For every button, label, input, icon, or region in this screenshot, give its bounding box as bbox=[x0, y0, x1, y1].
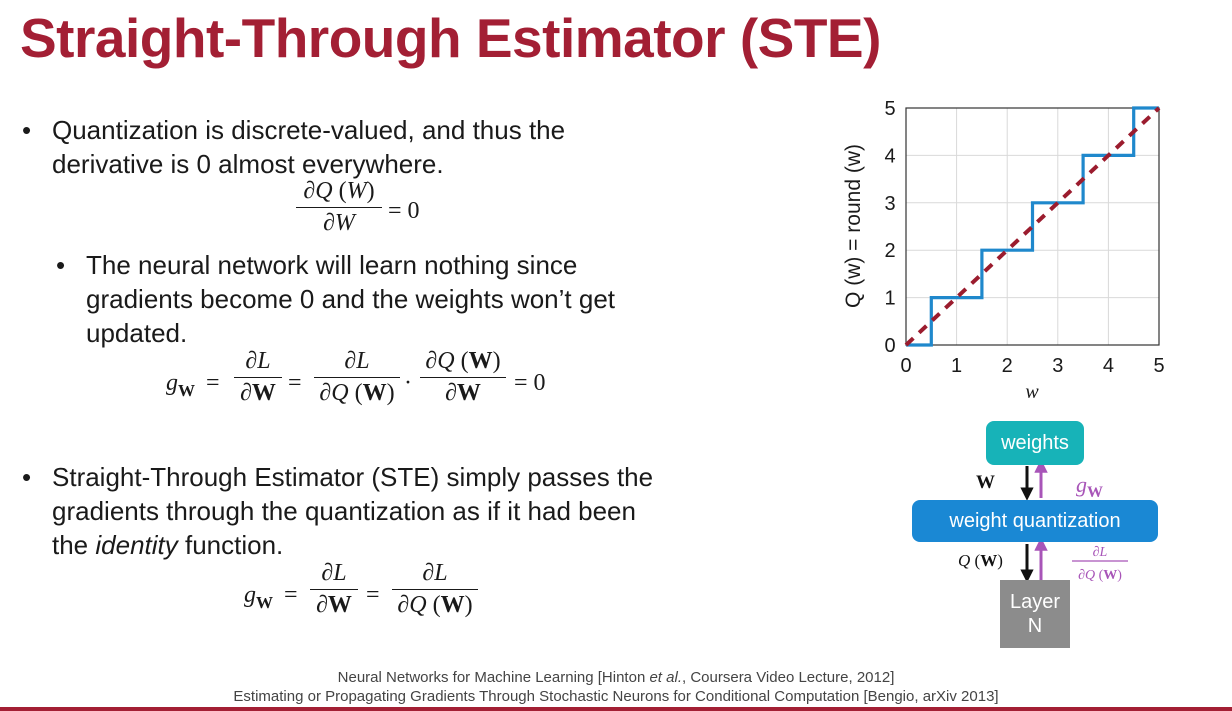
equation-ste-gradient: gW = ∂L ∂W = ∂L ∂Q (W) bbox=[244, 560, 484, 632]
emphasis-et-al: et al. bbox=[649, 669, 682, 686]
layer-n-box: Layer N bbox=[1000, 580, 1070, 648]
x-tick-label: 2 bbox=[1002, 355, 1013, 377]
text-segment: , Coursera Video Lecture, 2012] bbox=[682, 669, 895, 686]
round-function-chart: 0 1 2 3 4 5 0 1 2 3 4 5 w Q (w) = round (w) bbox=[842, 98, 1165, 403]
y-tick-label: 0 bbox=[884, 335, 895, 357]
chart-ticks: 0 1 2 3 4 5 0 1 2 3 4 5 bbox=[884, 98, 1164, 377]
x-tick-label: 3 bbox=[1052, 355, 1063, 377]
bullet-1-line-2: derivative is 0 almost everywhere. bbox=[52, 149, 444, 179]
bullet-marker: • bbox=[22, 115, 32, 145]
text-segment: function. bbox=[177, 530, 284, 560]
reference-2: Estimating or Propagating Gradients Thro… bbox=[233, 688, 999, 705]
sub-bullet-line-1: The neural network will learn nothing si… bbox=[86, 250, 578, 280]
sub-bullet-line-3: updated. bbox=[86, 318, 188, 348]
references: Neural Networks for Machine Learning [Hi… bbox=[0, 668, 1232, 706]
y-tick-label: 1 bbox=[884, 288, 895, 310]
y-tick-label: 3 bbox=[884, 193, 895, 215]
svg-text:∂Q (W): ∂Q (W) bbox=[1078, 568, 1122, 583]
bullet-2-line-3: the identity function. bbox=[52, 528, 283, 562]
weights-box: weights bbox=[986, 421, 1084, 465]
bottom-rule bbox=[0, 707, 1232, 711]
y-tick-label: 4 bbox=[884, 145, 895, 167]
y-axis-label: Q (w) = round (w) bbox=[842, 144, 865, 308]
weight-quantization-box: weight quantization bbox=[912, 500, 1158, 542]
bullet-marker: • bbox=[56, 250, 66, 280]
x-axis-label: w bbox=[1025, 381, 1039, 403]
bullet-marker: • bbox=[22, 462, 32, 492]
reference-1: Neural Networks for Machine Learning [Hi… bbox=[0, 668, 1232, 687]
y-tick-label: 5 bbox=[884, 98, 895, 120]
equation-gradient-chain: gW = ∂L ∂W = ∂L ∂Q (W) · ∂Q (W) ∂W = 0 bbox=[166, 348, 546, 406]
label-dl-dqw: ∂L ∂Q (W) bbox=[1072, 545, 1128, 583]
svg-text:∂L: ∂L bbox=[1093, 545, 1108, 560]
chart-series bbox=[904, 106, 1161, 347]
label-qw: Q (W) bbox=[958, 551, 1003, 570]
text-segment: the bbox=[52, 530, 96, 560]
text-segment: Neural Networks for Machine Learning [Hi… bbox=[337, 669, 650, 686]
label-gw: gW bbox=[1076, 472, 1103, 501]
equation-derivative-zero: ∂Q (W) ∂W = 0 bbox=[296, 178, 466, 248]
x-tick-label: 1 bbox=[951, 355, 962, 377]
series-identity-dashed-line bbox=[904, 106, 1161, 347]
label-w: W bbox=[976, 472, 995, 493]
chart-frame bbox=[905, 107, 1160, 346]
sub-bullet-line-2: gradients become 0 and the weights won’t… bbox=[86, 284, 616, 314]
series-round-step-line bbox=[906, 106, 1159, 347]
bullet-2-line-2: gradients through the quantization as if… bbox=[52, 496, 636, 526]
x-tick-label: 4 bbox=[1103, 355, 1114, 377]
x-tick-label: 0 bbox=[900, 355, 911, 377]
bullet-2-line-1: Straight-Through Estimator (STE) simply … bbox=[52, 462, 654, 492]
quantization-diagram: W gW Q (W) ∂L ∂Q (W) bbox=[958, 459, 1128, 583]
slide-title: Straight-Through Estimator (STE) bbox=[20, 7, 881, 69]
y-tick-label: 2 bbox=[884, 240, 895, 262]
x-tick-label: 5 bbox=[1153, 355, 1164, 377]
bullet-1-line-1: Quantization is discrete-valued, and thu… bbox=[52, 115, 566, 145]
emphasis-identity: identity bbox=[95, 530, 178, 560]
